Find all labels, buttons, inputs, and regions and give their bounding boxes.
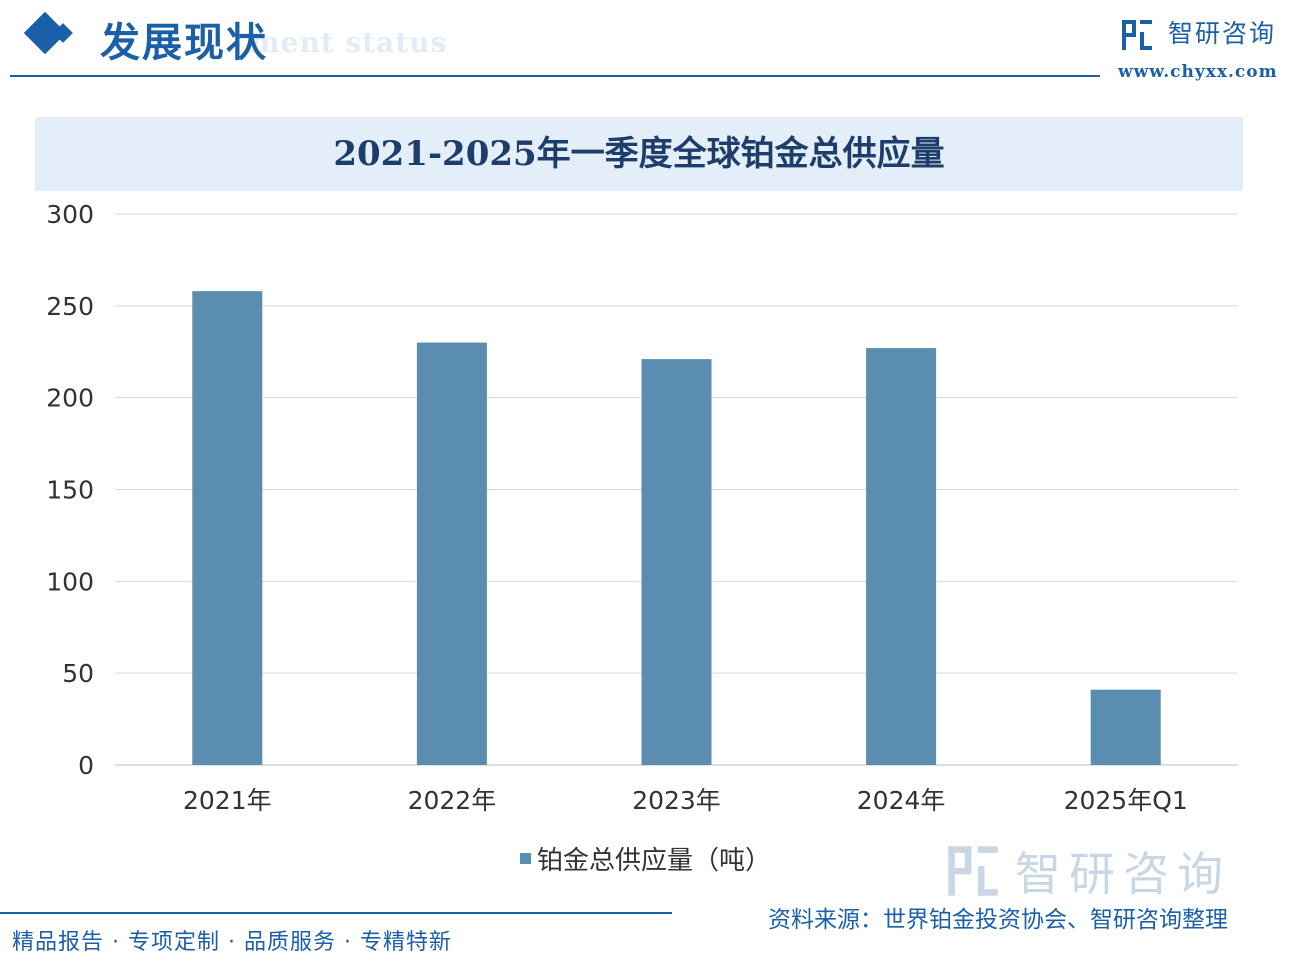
y-tick-label: 50 (62, 659, 94, 688)
bar (1090, 689, 1161, 765)
footer-divider (0, 912, 672, 914)
bar-chart: 0 50 100 150 200 250 300 2021年 2022年 2023年 2024年 20… (46, 200, 1238, 815)
source-note: 资料来源：世界铂金投资协会、智研咨询整理 (768, 907, 1228, 933)
y-tick-label: 150 (46, 476, 94, 505)
legend-swatch (520, 852, 531, 864)
legend: 铂金总供应量（吨） (520, 840, 771, 876)
y-tick-label: 0 (78, 751, 94, 780)
page-header: ment status 发展现状 智研咨询 www.chyxx.com (0, 0, 1310, 90)
brand-name: 智研咨询 (1168, 19, 1277, 48)
bar (192, 291, 263, 765)
watermark-name: 智研咨询 (1015, 847, 1231, 901)
brand-logo-icon (1122, 20, 1152, 50)
footer-slogan: 精品报告 · 专项定制 · 品质服务 · 专精特新 (12, 930, 452, 955)
bar (416, 342, 487, 765)
chart-title-band: 2021-2025年一季度全球铂金总供应量 (35, 117, 1243, 191)
brand-url: www.chyxx.com (1118, 62, 1278, 82)
x-tick-label: 2021年 (183, 786, 272, 815)
chart-title: 2021-2025年一季度全球铂金总供应量 (333, 134, 945, 174)
watermark-logo: 智研咨询 (945, 838, 1231, 904)
x-tick-label: 2024年 (857, 786, 946, 815)
legend-label: 铂金总供应量（吨） (537, 845, 772, 876)
section-title: 发展现状 (100, 19, 268, 66)
x-tick-label: 2022年 (408, 786, 497, 815)
x-tick-label: 2025年Q1 (1064, 786, 1188, 815)
y-tick-label: 200 (46, 384, 94, 413)
bar (866, 348, 937, 765)
y-tick-label: 100 (46, 567, 94, 596)
bar (641, 359, 712, 765)
y-tick-label: 250 (46, 292, 94, 321)
section-subtitle: ment status (250, 26, 448, 59)
header-divider (10, 75, 1100, 77)
y-tick-label: 300 (46, 200, 94, 229)
watermark-logo-icon (948, 846, 998, 896)
x-tick-label: 2023年 (632, 786, 721, 815)
